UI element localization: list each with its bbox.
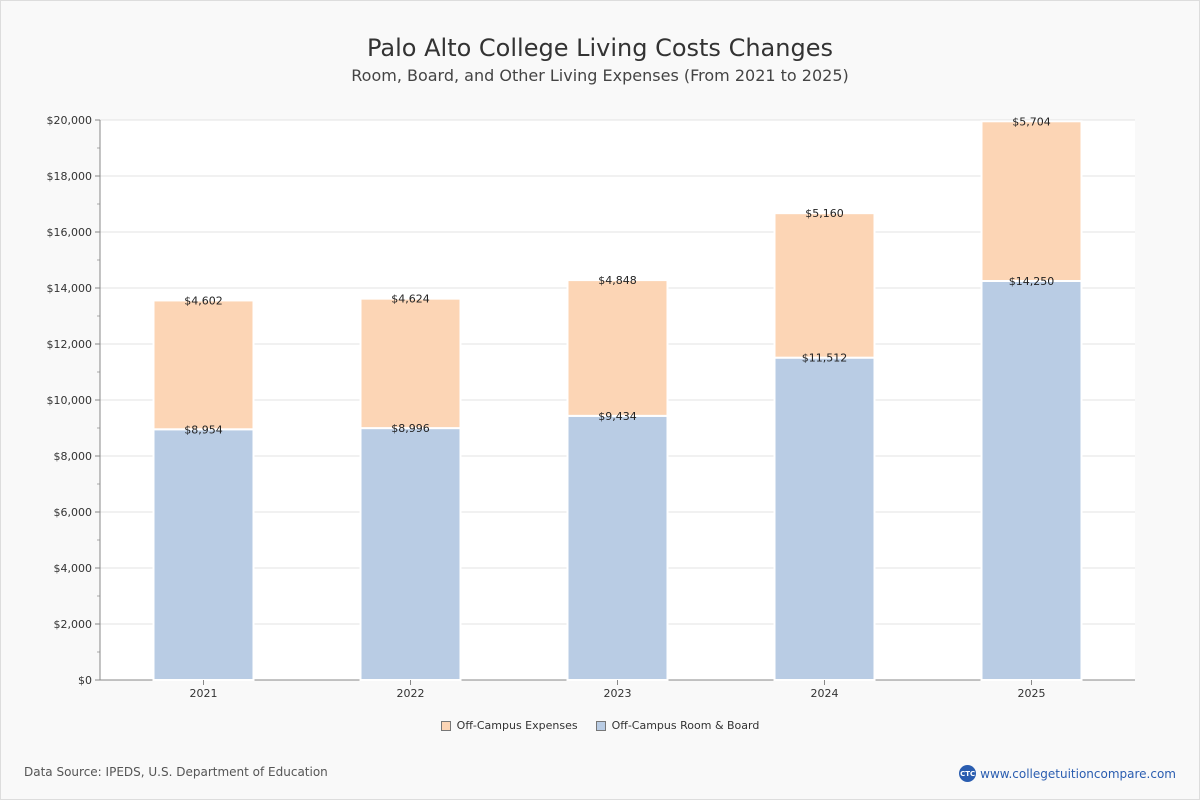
ctc-logo-icon: CTC: [959, 765, 977, 782]
data-label-room-board: $8,954: [184, 423, 223, 436]
y-tick-label: $2,000: [54, 618, 93, 631]
bar-expenses[interactable]: [152, 299, 255, 431]
data-label-room-board: $8,996: [391, 422, 430, 435]
legend-item-expenses[interactable]: Off-Campus Expenses: [440, 719, 578, 732]
x-tick-label: 2022: [397, 687, 425, 700]
data-label-room-board: $11,512: [802, 352, 848, 365]
chart-title: Palo Alto College Living Costs Changes: [367, 34, 833, 62]
bar-room-board[interactable]: [359, 427, 462, 681]
legend-swatch-expenses: [440, 720, 451, 731]
y-tick-label: $6,000: [54, 506, 93, 519]
x-tick-label: 2023: [604, 687, 632, 700]
x-tick-label: 2021: [190, 687, 218, 700]
bar-room-board[interactable]: [566, 414, 669, 681]
x-tick-label: 2024: [811, 687, 839, 700]
y-tick-label: $18,000: [47, 170, 93, 183]
y-tick-label: $10,000: [47, 394, 93, 407]
site-link[interactable]: www.collegetuitioncompare.com: [980, 766, 1176, 781]
data-label-expenses: $5,704: [1012, 115, 1051, 128]
y-tick-label: $20,000: [47, 114, 93, 127]
y-tick-label: $12,000: [47, 338, 93, 351]
data-label-expenses: $4,602: [184, 294, 223, 307]
y-tick-label: $8,000: [54, 450, 93, 463]
y-tick-label: $16,000: [47, 226, 93, 239]
legend-label-room-board: Off-Campus Room & Board: [611, 719, 760, 732]
data-label-room-board: $9,434: [598, 410, 637, 423]
legend-item-room-board[interactable]: Off-Campus Room & Board: [595, 719, 760, 732]
bar-room-board[interactable]: [980, 280, 1083, 681]
legend-swatch-room-board: [595, 720, 606, 731]
bar-expenses[interactable]: [566, 279, 669, 417]
chart-subtitle: Room, Board, and Other Living Expenses (…: [351, 66, 849, 85]
legend: Off-Campus Expenses Off-Campus Room & Bo…: [0, 719, 1200, 732]
data-label-expenses: $5,160: [805, 207, 844, 220]
data-label-expenses: $4,848: [598, 274, 637, 287]
bar-expenses[interactable]: [359, 297, 462, 430]
site-brand[interactable]: CTC www.collegetuitioncompare.com: [959, 765, 1176, 782]
bar-room-board[interactable]: [773, 356, 876, 681]
y-tick-label: $14,000: [47, 282, 93, 295]
y-tick-label: $0: [78, 674, 92, 687]
data-source: Data Source: IPEDS, U.S. Department of E…: [24, 765, 328, 779]
x-tick-label: 2025: [1018, 687, 1046, 700]
legend-label-expenses: Off-Campus Expenses: [456, 719, 578, 732]
y-tick-label: $4,000: [54, 562, 93, 575]
data-label-expenses: $4,624: [391, 293, 430, 306]
bar-expenses[interactable]: [773, 212, 876, 359]
bar-expenses[interactable]: [980, 120, 1083, 283]
bar-room-board[interactable]: [152, 428, 255, 681]
data-label-room-board: $14,250: [1009, 275, 1055, 288]
